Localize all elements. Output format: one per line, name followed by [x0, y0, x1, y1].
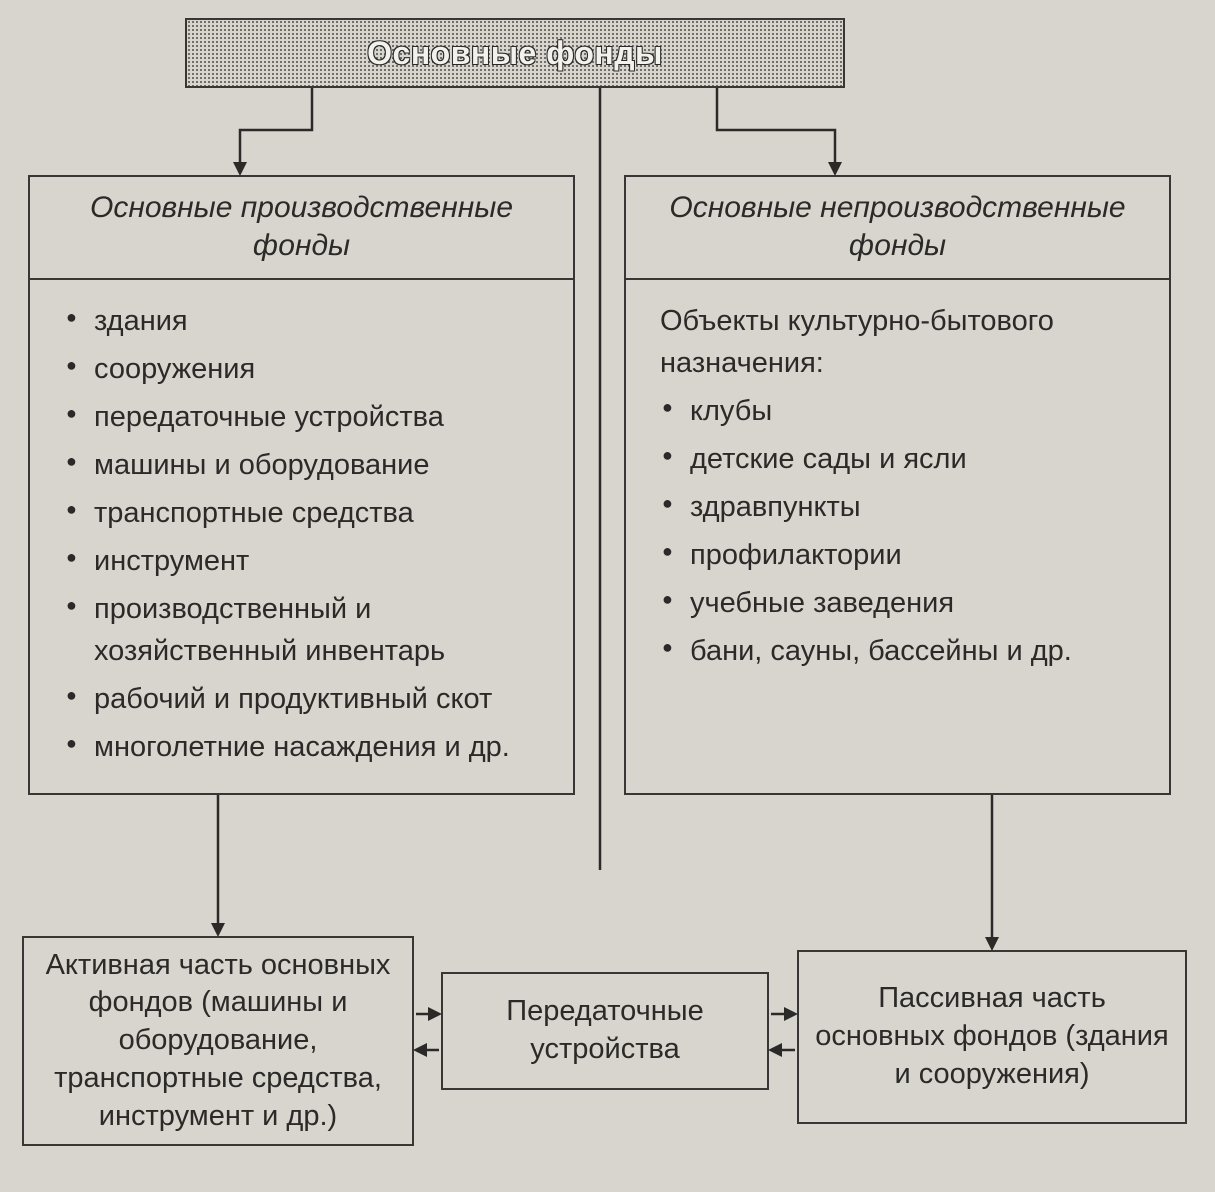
- edge-title-to-left: [240, 88, 312, 173]
- bottom-right-box: Пассивная часть основных фондов (здания …: [797, 950, 1187, 1124]
- list-item: сооружения: [92, 348, 543, 390]
- title-box: Основные фонды: [185, 18, 845, 88]
- list-item: детские сады и ясли: [688, 438, 1139, 480]
- list-item: транспортные средства: [92, 492, 543, 534]
- list-item: передаточные устройства: [92, 396, 543, 438]
- list-item: бани, сауны, бассейны и др.: [688, 630, 1139, 672]
- list-item: профилактории: [688, 534, 1139, 576]
- category-right-header: Основные непроизводственные фонды: [626, 177, 1169, 280]
- category-left-body: здания сооружения передаточные устройств…: [30, 280, 573, 794]
- list-item: здравпункты: [688, 486, 1139, 528]
- list-item: инструмент: [92, 540, 543, 582]
- bottom-left-text: Активная часть основных фондов (машины и…: [38, 947, 398, 1135]
- category-right-intro: Объекты культурно-бытового назначения:: [660, 300, 1139, 384]
- category-right-box: Основные непроизводственные фонды Объект…: [624, 175, 1171, 795]
- bottom-left-box: Активная часть основных фондов (машины и…: [22, 936, 414, 1146]
- category-right-body: Объекты культурно-бытового назначения: к…: [626, 280, 1169, 698]
- bottom-right-text: Пассивная часть основных фондов (здания …: [813, 980, 1171, 1093]
- category-left-header: Основные производственные фонды: [30, 177, 573, 280]
- list-item: производственный и хозяйственный инвента…: [92, 588, 543, 672]
- category-left-box: Основные производственные фонды здания с…: [28, 175, 575, 795]
- category-left-list: здания сооружения передаточные устройств…: [64, 300, 543, 768]
- list-item: клубы: [688, 390, 1139, 432]
- bottom-middle-box: Передаточные устройства: [441, 972, 769, 1090]
- list-item: учебные заведения: [688, 582, 1139, 624]
- bottom-middle-text: Передаточные устройства: [457, 993, 753, 1068]
- edge-title-to-right: [717, 88, 835, 173]
- diagram-canvas: Основные фонды Основные производственные…: [0, 0, 1215, 1192]
- list-item: здания: [92, 300, 543, 342]
- list-item: многолетние насаждения и др.: [92, 726, 543, 768]
- title-text: Основные фонды: [367, 35, 663, 72]
- list-item: машины и оборудование: [92, 444, 543, 486]
- list-item: рабочий и продуктивный скот: [92, 678, 543, 720]
- category-right-list: клубы детские сады и ясли здравпункты пр…: [660, 390, 1139, 672]
